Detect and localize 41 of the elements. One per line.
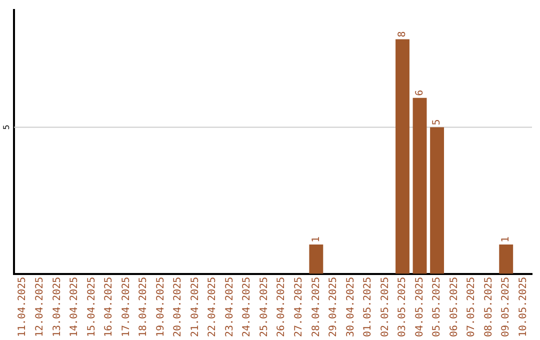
bar (499, 244, 514, 274)
x-tick-label: 02.05.2025 (380, 276, 391, 338)
x-tick-label: 27.04.2025 (293, 276, 304, 338)
bar (396, 39, 410, 274)
x-tick-label: 01.05.2025 (362, 276, 374, 338)
x-tick-label: 30.04.2025 (345, 276, 356, 338)
x-tick-label: 19.04.2025 (155, 276, 166, 338)
bar (309, 244, 324, 274)
x-tick-label: 24.04.2025 (242, 276, 253, 338)
ref-line-label: 5 (2, 124, 12, 130)
x-tick-label: 05.05.2025 (432, 276, 443, 338)
x-tick-label: 04.05.2025 (414, 276, 426, 338)
x-tick-label: 16.04.2025 (104, 276, 115, 338)
x-tick-label: 13.04.2025 (52, 276, 63, 338)
x-tick-label: 28.04.2025 (310, 276, 322, 338)
x-tick-label: 12.04.2025 (34, 276, 46, 338)
data-label: 6 (414, 90, 426, 96)
x-tick-label: 08.05.2025 (483, 276, 494, 338)
data-label: 1 (500, 236, 512, 242)
x-tick-label: 20.04.2025 (172, 276, 184, 338)
x-tick-label: 26.04.2025 (276, 276, 288, 338)
x-tick-label: 29.04.2025 (328, 276, 340, 338)
bar (412, 98, 427, 274)
x-tick-label: 23.04.2025 (224, 276, 236, 338)
x-tick-label: 11.04.2025 (17, 276, 28, 338)
x-tick-label: 09.05.2025 (500, 276, 512, 338)
x-tick-label: 18.04.2025 (138, 276, 150, 338)
data-label: 5 (432, 119, 443, 126)
x-tick-label: 06.05.2025 (448, 276, 460, 338)
data-label: 1 (310, 236, 322, 242)
x-tick-label: 22.04.2025 (207, 276, 218, 338)
x-tick-label: 25.04.2025 (258, 276, 270, 338)
x-tick-label: 15.04.2025 (86, 276, 98, 338)
data-label: 8 (397, 31, 408, 38)
bar (430, 127, 444, 274)
x-tick-label: 21.04.2025 (190, 276, 201, 338)
x-tick-label: 17.04.2025 (120, 276, 132, 338)
x-tick-label: 10.05.2025 (518, 276, 529, 338)
x-tick-label: 07.05.2025 (466, 276, 478, 338)
x-tick-label: 03.05.2025 (397, 276, 408, 338)
x-tick-label: 14.04.2025 (69, 276, 80, 338)
